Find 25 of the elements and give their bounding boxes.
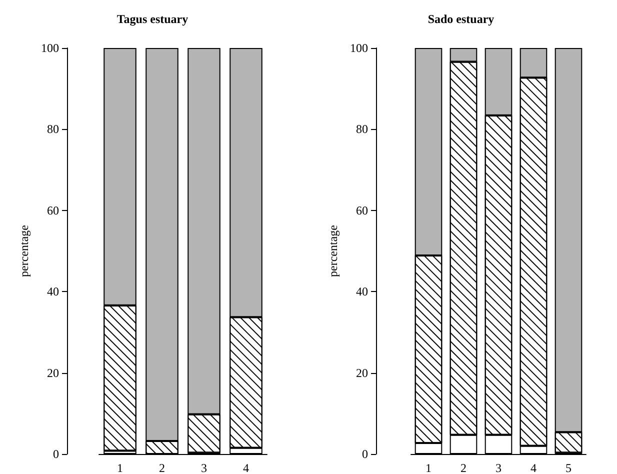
y-axis-title: percentage bbox=[17, 225, 32, 277]
x-tick-label: 2 bbox=[159, 461, 165, 474]
y-tick-label: 20 bbox=[47, 366, 59, 380]
y-tick-label: 100 bbox=[41, 41, 59, 55]
y-tick-label: 80 bbox=[356, 122, 368, 136]
y-axis-title: percentage bbox=[326, 225, 340, 277]
y-tick-label: 40 bbox=[356, 284, 368, 299]
y-tick-label: 20 bbox=[356, 366, 368, 380]
y-tick-label: 60 bbox=[356, 203, 368, 218]
x-tick-label: 4 bbox=[243, 461, 249, 474]
x-tick-label: 5 bbox=[566, 461, 572, 474]
x-tick-label: 3 bbox=[496, 461, 502, 474]
x-tick-label: 1 bbox=[426, 461, 432, 474]
x-tick-label: 3 bbox=[201, 461, 207, 474]
x-tick-label: 4 bbox=[530, 461, 536, 474]
y-tick-label: 0 bbox=[362, 447, 368, 461]
y-tick-label: 60 bbox=[47, 203, 59, 218]
y-tick-label: 100 bbox=[350, 41, 368, 55]
y-tick-label: 0 bbox=[53, 447, 59, 461]
y-tick-label: 80 bbox=[47, 122, 59, 136]
chart-title: Sado estuary bbox=[428, 12, 494, 26]
x-tick-label: 2 bbox=[460, 461, 466, 474]
x-tick-label: 1 bbox=[117, 461, 123, 474]
chart-title: Tagus estuary bbox=[116, 12, 188, 26]
y-tick-label: 40 bbox=[47, 284, 59, 299]
